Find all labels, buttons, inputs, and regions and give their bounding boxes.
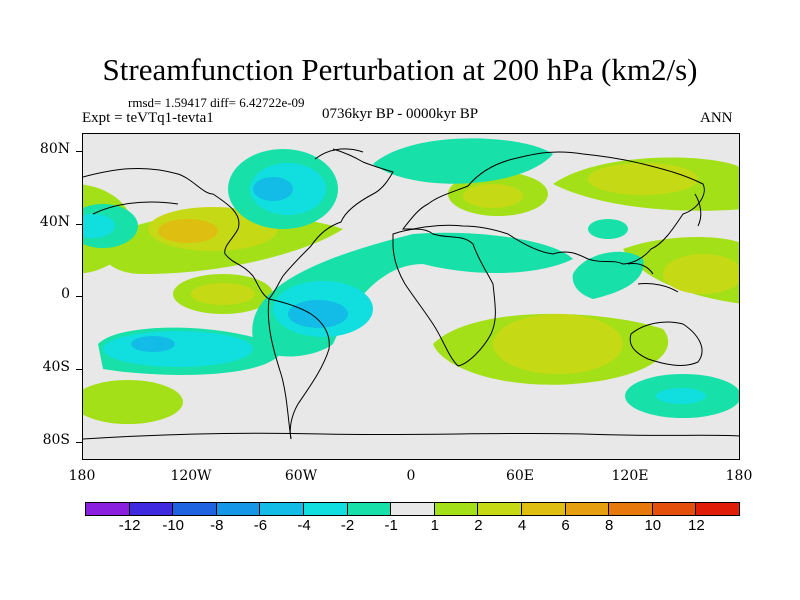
coastline (83, 148, 394, 300)
x-tick-label: 180 (68, 468, 96, 484)
x-tick-label: 180 (725, 468, 753, 484)
contour-region (663, 254, 739, 294)
x-tick-label: 120E (611, 468, 649, 484)
colorbar-swatch (564, 502, 610, 516)
colorbar-label: -10 (162, 517, 185, 534)
ytick-mark (76, 296, 82, 297)
contour-region (253, 177, 293, 201)
y-tick-label: 80S (42, 432, 70, 448)
colorbar-swatch (390, 502, 435, 516)
colorbar-swatch (85, 502, 130, 516)
contour-region (191, 283, 255, 305)
colorbar-swatch (695, 502, 740, 516)
contour-region (288, 300, 348, 328)
experiment-label: Expt = teVTq1-tevta1 (82, 110, 214, 126)
contour-region (463, 184, 523, 208)
contour-region (83, 214, 115, 238)
x-tick-label: 60W (284, 468, 318, 484)
rmsd-diff-stats: rmsd= 1.59417 diff= 6.42722e-09 (128, 95, 305, 110)
colorbar-label: -8 (210, 517, 224, 534)
negative-anomaly-regions (83, 138, 739, 418)
y-tick-label: 80N (39, 141, 70, 157)
colorbar-swatch (215, 502, 261, 516)
contour-region (373, 138, 553, 184)
x-tick-label: 0 (406, 468, 416, 484)
colorbar-label: 12 (688, 517, 705, 534)
colorbar-swatch (128, 502, 174, 516)
colorbar-swatch (608, 502, 653, 516)
colorbar-swatch (433, 502, 479, 516)
ytick-mark (76, 369, 82, 370)
colorbar-label: 4 (517, 517, 527, 534)
coastline (627, 263, 654, 275)
ytick-mark (76, 224, 82, 225)
colorbar-swatch (651, 502, 697, 516)
coastline (314, 148, 364, 160)
coastline (92, 201, 179, 215)
colorbar-label: -4 (297, 517, 311, 534)
colorbar-label: -6 (253, 517, 268, 534)
colorbar-label: -2 (340, 517, 355, 534)
colorbar-swatch (302, 502, 348, 516)
colorbar-label: -12 (118, 517, 141, 534)
contour-region (588, 219, 628, 239)
map-plot (83, 134, 739, 459)
colorbar-label: 8 (605, 517, 614, 534)
colorbar-swatch (172, 502, 217, 516)
figure-title: Streamfunction Perturbation at 200 hPa (… (102, 52, 698, 87)
contour-region (588, 163, 698, 195)
period-label: 0736kyr BP - 0000kyr BP (322, 106, 479, 122)
y-tick-label: 0 (61, 286, 70, 302)
contour-region (131, 336, 175, 352)
colorbar-swatch (346, 502, 392, 516)
coastline (392, 228, 496, 367)
colorbar-swatch (477, 502, 522, 516)
x-tick-label: 120W (170, 468, 212, 484)
contour-region (103, 331, 253, 367)
coastline (267, 298, 292, 440)
contour-region (493, 314, 623, 374)
contour-region (158, 219, 218, 243)
colorbar-label: 6 (561, 517, 570, 534)
colorbar (85, 502, 740, 516)
ytick-mark (76, 151, 82, 152)
coastline (268, 298, 330, 440)
colorbar-label: 1 (430, 517, 439, 534)
coastline (637, 283, 679, 293)
colorbar-swatch (520, 502, 566, 516)
coastline (694, 193, 702, 227)
colorbar-label: 10 (644, 517, 662, 534)
x-tick-label: 60E (505, 468, 535, 484)
coastline (83, 432, 739, 440)
ytick-mark (76, 442, 82, 443)
coastline (629, 321, 703, 366)
y-tick-label: 40N (39, 214, 70, 230)
y-tick-label: 40S (42, 359, 70, 375)
colorbar-label: 2 (474, 517, 483, 534)
coastlines (83, 148, 739, 440)
coastline (401, 151, 705, 265)
season-label: ANN (700, 110, 733, 126)
colorbar-swatch (259, 502, 304, 516)
map-panel (82, 133, 740, 460)
contour-region (656, 388, 706, 404)
colorbar-label: -1 (384, 517, 398, 534)
contour-region (83, 380, 183, 424)
